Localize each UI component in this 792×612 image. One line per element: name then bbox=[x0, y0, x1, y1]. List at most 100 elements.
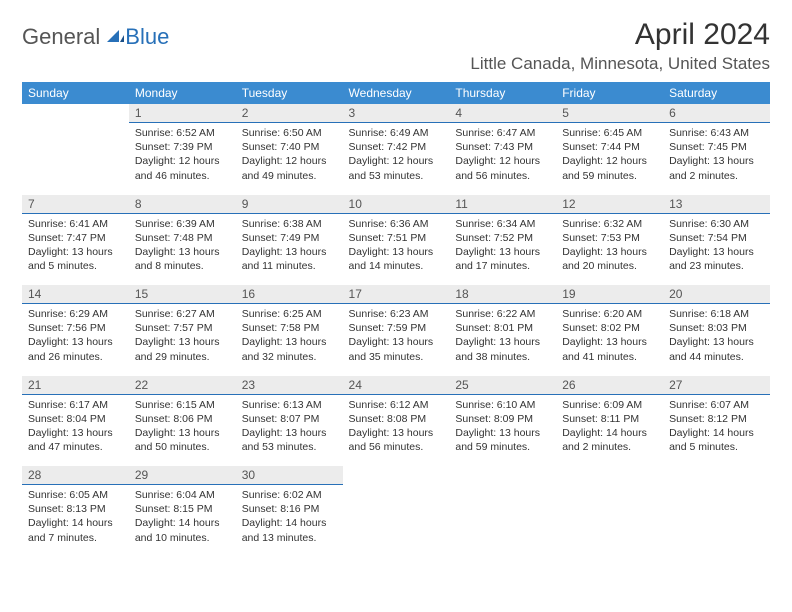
day-content-row: Sunrise: 6:52 AMSunset: 7:39 PMDaylight:… bbox=[22, 123, 770, 195]
day-content-cell: Sunrise: 6:30 AMSunset: 7:54 PMDaylight:… bbox=[663, 213, 770, 285]
day-content-cell: Sunrise: 6:27 AMSunset: 7:57 PMDaylight:… bbox=[129, 304, 236, 376]
sunset-line: Sunset: 7:49 PM bbox=[242, 231, 337, 245]
day-content-cell: Sunrise: 6:25 AMSunset: 7:58 PMDaylight:… bbox=[236, 304, 343, 376]
day-content-cell: Sunrise: 6:34 AMSunset: 7:52 PMDaylight:… bbox=[449, 213, 556, 285]
sunset-line: Sunset: 7:40 PM bbox=[242, 140, 337, 154]
sunrise-line: Sunrise: 6:04 AM bbox=[135, 488, 230, 502]
sunset-line: Sunset: 8:09 PM bbox=[455, 412, 550, 426]
daylight-line: Daylight: 13 hours and 26 minutes. bbox=[28, 335, 123, 363]
day-number-cell: 7 bbox=[22, 195, 129, 214]
day-number-cell: 28 bbox=[22, 466, 129, 485]
daylight-line: Daylight: 12 hours and 46 minutes. bbox=[135, 154, 230, 182]
day-content-cell: Sunrise: 6:07 AMSunset: 8:12 PMDaylight:… bbox=[663, 394, 770, 466]
sunset-line: Sunset: 7:45 PM bbox=[669, 140, 764, 154]
day-number-cell: 5 bbox=[556, 104, 663, 123]
sunset-line: Sunset: 8:15 PM bbox=[135, 502, 230, 516]
day-number-cell bbox=[22, 104, 129, 123]
daylight-line: Daylight: 13 hours and 50 minutes. bbox=[135, 426, 230, 454]
day-number-row: 282930 bbox=[22, 466, 770, 485]
header: General Blue April 2024 Little Canada, M… bbox=[22, 18, 770, 74]
day-number-cell: 2 bbox=[236, 104, 343, 123]
day-number-cell bbox=[343, 466, 450, 485]
sunrise-line: Sunrise: 6:41 AM bbox=[28, 217, 123, 231]
daylight-line: Daylight: 13 hours and 5 minutes. bbox=[28, 245, 123, 273]
day-content-cell: Sunrise: 6:05 AMSunset: 8:13 PMDaylight:… bbox=[22, 485, 129, 557]
sunrise-line: Sunrise: 6:45 AM bbox=[562, 126, 657, 140]
sunset-line: Sunset: 7:54 PM bbox=[669, 231, 764, 245]
daylight-line: Daylight: 13 hours and 56 minutes. bbox=[349, 426, 444, 454]
day-content-row: Sunrise: 6:17 AMSunset: 8:04 PM Daylight:… bbox=[22, 394, 770, 466]
sunrise-line: Sunrise: 6:05 AM bbox=[28, 488, 123, 502]
day-number-cell: 3 bbox=[343, 104, 450, 123]
sunset-line: Sunset: 7:57 PM bbox=[135, 321, 230, 335]
sunset-line: Sunset: 8:06 PM bbox=[135, 412, 230, 426]
weekday-header: Wednesday bbox=[343, 82, 450, 104]
daylight-line: Daylight: 13 hours and 59 minutes. bbox=[455, 426, 550, 454]
sunset-line: Sunset: 8:13 PM bbox=[28, 502, 123, 516]
day-number-cell: 9 bbox=[236, 195, 343, 214]
day-number-cell: 26 bbox=[556, 376, 663, 395]
day-number-cell: 19 bbox=[556, 285, 663, 304]
day-number-row: 14151617181920 bbox=[22, 285, 770, 304]
daylight-line: Daylight: 13 hours and 14 minutes. bbox=[349, 245, 444, 273]
sunrise-line: Sunrise: 6:17 AM bbox=[28, 398, 123, 412]
sunset-line: Sunset: 7:59 PM bbox=[349, 321, 444, 335]
day-content-cell: Sunrise: 6:04 AMSunset: 8:15 PMDaylight:… bbox=[129, 485, 236, 557]
day-content-cell: Sunrise: 6:36 AMSunset: 7:51 PMDaylight:… bbox=[343, 213, 450, 285]
daylight-line: Daylight: 13 hours and 23 minutes. bbox=[669, 245, 764, 273]
daylight-line: Daylight: 13 hours and 29 minutes. bbox=[135, 335, 230, 363]
daylight-line: Daylight: 13 hours and 20 minutes. bbox=[562, 245, 657, 273]
sunset-line: Sunset: 8:04 PM bbox=[28, 412, 123, 426]
day-content-cell: Sunrise: 6:18 AMSunset: 8:03 PMDaylight:… bbox=[663, 304, 770, 376]
day-number-cell: 21 bbox=[22, 376, 129, 395]
sunset-line: Sunset: 7:58 PM bbox=[242, 321, 337, 335]
daylight-line: Daylight: 14 hours and 13 minutes. bbox=[242, 516, 337, 544]
sunrise-line: Sunrise: 6:52 AM bbox=[135, 126, 230, 140]
sunrise-line: Sunrise: 6:20 AM bbox=[562, 307, 657, 321]
sunrise-line: Sunrise: 6:23 AM bbox=[349, 307, 444, 321]
sunrise-line: Sunrise: 6:29 AM bbox=[28, 307, 123, 321]
day-number-cell: 20 bbox=[663, 285, 770, 304]
day-number-cell: 25 bbox=[449, 376, 556, 395]
day-number-cell: 10 bbox=[343, 195, 450, 214]
sunrise-line: Sunrise: 6:36 AM bbox=[349, 217, 444, 231]
day-content-cell: Sunrise: 6:50 AMSunset: 7:40 PMDaylight:… bbox=[236, 123, 343, 195]
sunset-line: Sunset: 7:51 PM bbox=[349, 231, 444, 245]
daylight-line: Daylight: 13 hours and 11 minutes. bbox=[242, 245, 337, 273]
day-number-cell: 30 bbox=[236, 466, 343, 485]
sunset-line: Sunset: 8:01 PM bbox=[455, 321, 550, 335]
sunrise-line: Sunrise: 6:25 AM bbox=[242, 307, 337, 321]
day-content-cell: Sunrise: 6:45 AMSunset: 7:44 PMDaylight:… bbox=[556, 123, 663, 195]
sunset-line: Sunset: 7:43 PM bbox=[455, 140, 550, 154]
weekday-header: Thursday bbox=[449, 82, 556, 104]
day-content-cell: Sunrise: 6:13 AMSunset: 8:07 PMDaylight:… bbox=[236, 394, 343, 466]
daylight-line: Daylight: 12 hours and 49 minutes. bbox=[242, 154, 337, 182]
sunset-line: Sunset: 8:08 PM bbox=[349, 412, 444, 426]
day-content-cell: Sunrise: 6:47 AMSunset: 7:43 PMDaylight:… bbox=[449, 123, 556, 195]
sunset-line: Sunset: 7:56 PM bbox=[28, 321, 123, 335]
daylight-line: Daylight: 13 hours and 2 minutes. bbox=[669, 154, 764, 182]
day-number-row: 78910111213 bbox=[22, 195, 770, 214]
sunrise-line: Sunrise: 6:30 AM bbox=[669, 217, 764, 231]
weekday-header: Monday bbox=[129, 82, 236, 104]
day-content-cell bbox=[22, 123, 129, 195]
sunrise-line: Sunrise: 6:18 AM bbox=[669, 307, 764, 321]
day-content-cell: Sunrise: 6:39 AMSunset: 7:48 PMDaylight:… bbox=[129, 213, 236, 285]
daylight-line: Daylight: 13 hours and 8 minutes. bbox=[135, 245, 230, 273]
day-number-cell: 6 bbox=[663, 104, 770, 123]
day-number-cell: 11 bbox=[449, 195, 556, 214]
sunset-line: Sunset: 7:53 PM bbox=[562, 231, 657, 245]
sunset-line: Sunset: 7:39 PM bbox=[135, 140, 230, 154]
daylight-line: Daylight: 13 hours and 44 minutes. bbox=[669, 335, 764, 363]
day-number-cell: 23 bbox=[236, 376, 343, 395]
logo: General Blue bbox=[22, 24, 169, 50]
sunrise-line: Sunrise: 6:12 AM bbox=[349, 398, 444, 412]
day-content-row: Sunrise: 6:29 AMSunset: 7:56 PMDaylight:… bbox=[22, 304, 770, 376]
weekday-header-row: Sunday Monday Tuesday Wednesday Thursday… bbox=[22, 82, 770, 104]
day-content-cell: Sunrise: 6:23 AMSunset: 7:59 PMDaylight:… bbox=[343, 304, 450, 376]
day-number-cell: 8 bbox=[129, 195, 236, 214]
sunset-line: Sunset: 8:16 PM bbox=[242, 502, 337, 516]
day-content-row: Sunrise: 6:05 AMSunset: 8:13 PM Daylight:… bbox=[22, 485, 770, 557]
sunset-line: Sunset: 7:42 PM bbox=[349, 140, 444, 154]
day-number-cell bbox=[556, 466, 663, 485]
